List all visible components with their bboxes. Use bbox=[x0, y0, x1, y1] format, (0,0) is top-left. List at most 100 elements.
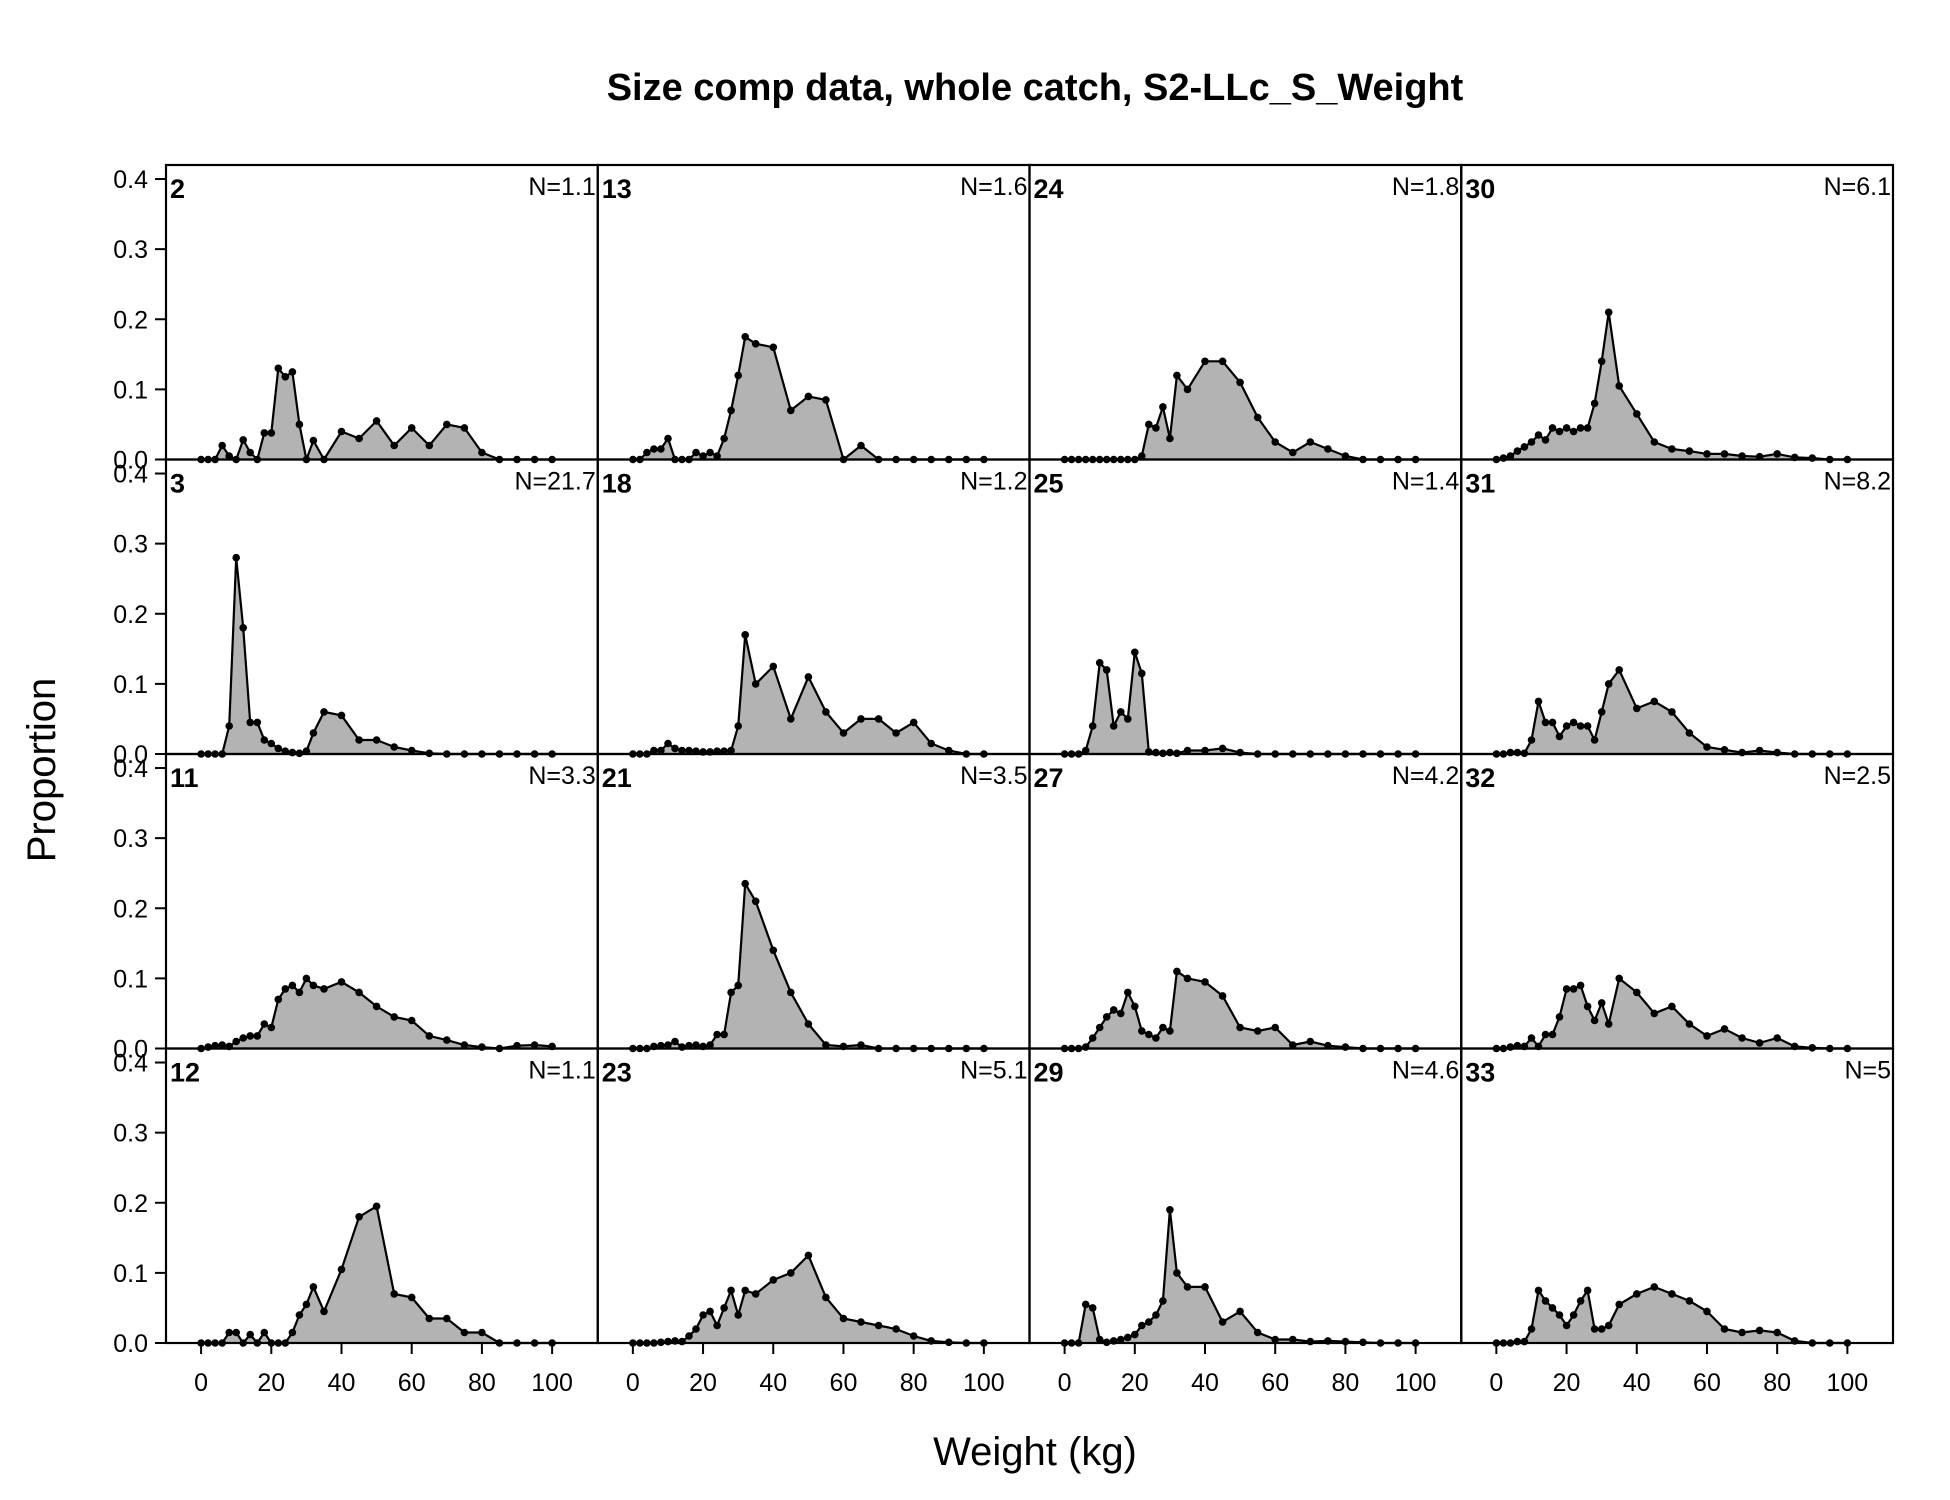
panel-11-point-24 bbox=[443, 1036, 451, 1044]
panel-21-point-7 bbox=[678, 1043, 686, 1051]
panel-24: 24 N=1.8 bbox=[1028, 163, 1463, 464]
panel-3-label: 3 bbox=[170, 469, 185, 499]
panel-31-point-21 bbox=[1685, 729, 1694, 737]
panel-32-point-11 bbox=[1569, 985, 1578, 993]
panel-11-point-22 bbox=[407, 1016, 416, 1025]
panel-25-area bbox=[1064, 652, 1416, 754]
panel-30: 30 N=6.1 bbox=[1460, 163, 1895, 464]
panel-25-point-17 bbox=[1183, 746, 1192, 755]
panel-13-point-20 bbox=[804, 392, 813, 401]
y-tick-label-r3-4: 0.4 bbox=[113, 1050, 148, 1078]
panel-25-point-20 bbox=[1236, 748, 1244, 757]
y-tick-label-r0-0: 0.0 bbox=[113, 447, 148, 475]
panel-31-point-8 bbox=[1548, 718, 1557, 727]
panel-30-point-12 bbox=[1576, 424, 1585, 432]
panel-27-point-13 bbox=[1152, 1034, 1160, 1042]
y-tick-label-r1-3: 0.3 bbox=[113, 531, 148, 559]
panel-23-point-24 bbox=[874, 1321, 883, 1330]
x-tick-label-c1-5: 100 bbox=[963, 1369, 1005, 1397]
y-tick-label-r2-4: 0.4 bbox=[113, 755, 148, 783]
panel-18-label: 18 bbox=[602, 469, 632, 499]
x-axis-title: Weight (kg) bbox=[933, 1430, 1137, 1474]
panel-30-point-24 bbox=[1738, 452, 1746, 460]
panel-18-point-15 bbox=[734, 722, 742, 730]
panel-18-point-28 bbox=[945, 746, 953, 755]
panel-25-point-5 bbox=[1095, 659, 1104, 667]
panel-18: 18 N=1.2 bbox=[596, 458, 1031, 758]
x-tick-label-c2-5: 100 bbox=[1395, 1369, 1437, 1397]
panel-31-point-16 bbox=[1604, 680, 1613, 688]
panel-13-label: 13 bbox=[602, 174, 632, 204]
panel-13-point-3 bbox=[650, 445, 658, 453]
panel-27-point-20 bbox=[1236, 1023, 1244, 1032]
panel-31-point-25 bbox=[1755, 746, 1764, 755]
panel-11-point-21 bbox=[390, 1013, 399, 1021]
panel-33-point-10 bbox=[1562, 1321, 1571, 1330]
panel-29-point-5 bbox=[1095, 1335, 1104, 1344]
panel-21-point-21 bbox=[822, 1041, 830, 1049]
panel-23-point-9 bbox=[692, 1325, 700, 1333]
panel-23-point-8 bbox=[685, 1332, 693, 1340]
panel-33-point-13 bbox=[1583, 1286, 1592, 1295]
panel-11-point-7 bbox=[246, 1032, 254, 1040]
panel-21-point-23 bbox=[857, 1041, 865, 1049]
panel-12-point-24 bbox=[443, 1314, 451, 1323]
panel-24-area bbox=[1064, 361, 1416, 460]
panel-32-point-18 bbox=[1633, 988, 1641, 997]
panel-24-point-11 bbox=[1138, 452, 1146, 460]
panel-23-n-label: N=5.1 bbox=[960, 1057, 1027, 1085]
panel-27-point-26 bbox=[1341, 1043, 1350, 1051]
panel-32-point-21 bbox=[1685, 1020, 1694, 1028]
panel-12-point-19 bbox=[355, 1213, 363, 1221]
panel-33-point-18 bbox=[1633, 1290, 1641, 1298]
panel-29-point-12 bbox=[1145, 1318, 1153, 1326]
panel-24-point-24 bbox=[1306, 438, 1315, 446]
panel-27-point-7 bbox=[1109, 1006, 1118, 1014]
panel-31-point-15 bbox=[1597, 708, 1606, 716]
panel-27-point-23 bbox=[1289, 1041, 1297, 1049]
panel-31-frame bbox=[1460, 458, 1895, 756]
x-tick-label-c0-2: 40 bbox=[328, 1369, 356, 1397]
y-tick-label-r1-2: 0.2 bbox=[113, 601, 148, 629]
x-tick-label-c3-0: 0 bbox=[1489, 1369, 1503, 1397]
panel-31-point-3 bbox=[1513, 748, 1522, 757]
panel-18-point-4 bbox=[657, 746, 665, 755]
x-tick-label-c3-3: 60 bbox=[1693, 1369, 1721, 1397]
panel-29-point-22 bbox=[1271, 1335, 1279, 1344]
panel-2-point-16 bbox=[309, 436, 318, 445]
panel-13-point-18 bbox=[769, 343, 778, 352]
panel-3-point-18 bbox=[337, 711, 346, 720]
panel-2-point-3 bbox=[218, 441, 226, 450]
panel-11-point-3 bbox=[218, 1041, 226, 1049]
x-tick-label-c3-2: 40 bbox=[1623, 1369, 1651, 1397]
panel-23-point-22 bbox=[839, 1314, 848, 1323]
panel-3-area bbox=[201, 557, 553, 754]
panel-18-point-23 bbox=[857, 715, 865, 723]
panel-11-point-23 bbox=[425, 1032, 434, 1040]
panel-18-point-20 bbox=[804, 673, 813, 681]
panel-30-point-23 bbox=[1720, 450, 1729, 458]
panel-31-point-13 bbox=[1583, 722, 1592, 730]
panel-31-point-5 bbox=[1527, 736, 1536, 744]
panel-2-point-19 bbox=[355, 434, 363, 443]
panel-31-point-20 bbox=[1668, 708, 1676, 716]
x-tick-label-c0-3: 60 bbox=[398, 1369, 426, 1397]
y-tick-label-r3-1: 0.1 bbox=[113, 1260, 148, 1288]
panel-3-point-16 bbox=[309, 729, 318, 737]
panel-2-point-14 bbox=[295, 420, 304, 429]
panel-3-point-17 bbox=[320, 708, 328, 716]
panel-13: 13 N=1.6 bbox=[596, 163, 1031, 464]
panel-33-point-6 bbox=[1534, 1286, 1543, 1295]
panel-29-area bbox=[1064, 1209, 1416, 1343]
panel-31-point-22 bbox=[1703, 743, 1711, 751]
panel-25-point-4 bbox=[1088, 722, 1097, 730]
panel-32-point-23 bbox=[1720, 1025, 1729, 1033]
x-tick-label-c0-5: 100 bbox=[531, 1369, 573, 1397]
panel-13-point-17 bbox=[751, 340, 760, 348]
panel-33-point-12 bbox=[1576, 1297, 1585, 1305]
y-tick-label-r2-0: 0.0 bbox=[113, 1036, 148, 1064]
panel-27-point-8 bbox=[1117, 1009, 1125, 1018]
panel-18-point-21 bbox=[822, 708, 830, 716]
panel-12-point-23 bbox=[425, 1314, 434, 1323]
panel-25-point-13 bbox=[1152, 748, 1160, 757]
